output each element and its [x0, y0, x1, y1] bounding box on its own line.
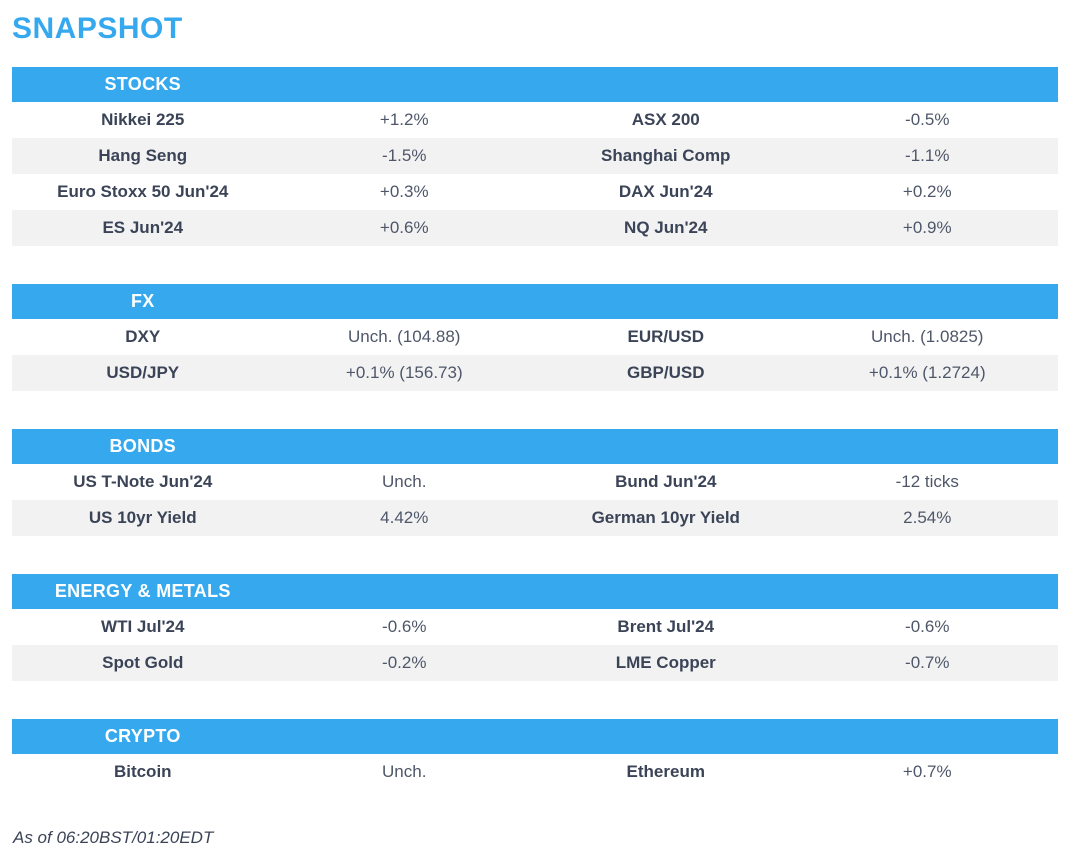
market-section: STOCKS Nikkei 225 +1.2% ASX 200 -0.5% Hang Se…: [12, 67, 1058, 246]
instrument-value: +0.9%: [902, 218, 952, 237]
instrument-value: Unch. (1.0825): [871, 327, 984, 346]
instrument-label: NQ Jun'24: [624, 218, 708, 237]
section-rows: US T-Note Jun'24 Unch. Bund Jun'24 -12 tick…: [12, 464, 1058, 536]
table-row: Nikkei 225 +1.2% ASX 200 -0.5%: [12, 102, 1058, 138]
instrument-label: Euro Stoxx 50 Jun'24: [57, 182, 229, 201]
instrument-label: WTI Jul'24: [101, 617, 185, 636]
section-rows: Nikkei 225 +1.2% ASX 200 -0.5% Hang Seng -1.5…: [12, 102, 1058, 246]
instrument-value: +0.1% (1.2724): [868, 363, 986, 382]
section-header-label: ENERGY & METALS: [54, 581, 231, 601]
instrument-label: Ethereum: [626, 762, 705, 781]
instrument-value: +0.3%: [379, 182, 429, 201]
instrument-value: Unch.: [382, 472, 427, 491]
table-row: US 10yr Yield 4.42% German 10yr Yield 2.54%: [12, 500, 1058, 536]
section-header-bar: CRYPTO: [12, 719, 1058, 754]
instrument-value: 4.42%: [380, 508, 429, 527]
market-section: CRYPTO Bitcoin Unch. Ethereum +0.7%: [12, 719, 1058, 790]
section-header-label: BONDS: [109, 436, 176, 456]
instrument-label: Bitcoin: [113, 762, 172, 781]
table-row: USD/JPY +0.1% (156.73) GBP/USD +0.1% (1.272…: [12, 355, 1058, 391]
instrument-label: EUR/USD: [627, 327, 704, 346]
instrument-label: GBP/USD: [627, 363, 705, 382]
market-section: FX DXY Unch. (104.88) EUR/USD Unch. (1.0825)…: [12, 284, 1058, 391]
instrument-label: Hang Seng: [98, 146, 188, 165]
timestamp: As of 06:20BST/01:20EDT: [13, 828, 214, 847]
section-header-bar: ENERGY & METALS: [12, 574, 1058, 609]
market-section: ENERGY & METALS WTI Jul'24 -0.6% Brent Jul'…: [12, 574, 1058, 681]
section-rows: Bitcoin Unch. Ethereum +0.7%: [12, 754, 1058, 790]
instrument-label: LME Copper: [615, 653, 716, 672]
instrument-value: -12 ticks: [895, 472, 959, 491]
instrument-value: Unch. (104.88): [348, 327, 461, 346]
market-tables: STOCKS Nikkei 225 +1.2% ASX 200 -0.5% Hang Se…: [12, 67, 1058, 790]
instrument-value: +0.1% (156.73): [345, 363, 463, 382]
instrument-value: -1.5%: [382, 146, 427, 165]
instrument-label: Nikkei 225: [101, 110, 185, 129]
instrument-value: +1.2%: [379, 110, 429, 129]
instrument-value: -0.7%: [905, 653, 950, 672]
table-row: ES Jun'24 +0.6% NQ Jun'24 +0.9%: [12, 210, 1058, 246]
instrument-label: Brent Jul'24: [617, 617, 715, 636]
section-rows: WTI Jul'24 -0.6% Brent Jul'24 -0.6% Spot Gol…: [12, 609, 1058, 681]
instrument-label: Spot Gold: [102, 653, 184, 672]
instrument-label: German 10yr Yield: [591, 508, 740, 527]
instrument-label: ES Jun'24: [102, 218, 184, 237]
section-header-label: CRYPTO: [104, 726, 181, 746]
section-header-label: FX: [130, 291, 155, 311]
instrument-label: ASX 200: [631, 110, 700, 129]
instrument-value: -1.1%: [905, 146, 950, 165]
instrument-value: -0.6%: [382, 617, 427, 636]
instrument-value: -0.5%: [905, 110, 950, 129]
instrument-label: DAX Jun'24: [618, 182, 713, 201]
section-header-bar: BONDS: [12, 429, 1058, 464]
instrument-label: Shanghai Comp: [601, 146, 731, 165]
instrument-value: Unch.: [382, 762, 427, 781]
instrument-value: -0.2%: [382, 653, 427, 672]
table-row: Euro Stoxx 50 Jun'24 +0.3% DAX Jun'24 +0.2%: [12, 174, 1058, 210]
table-row: US T-Note Jun'24 Unch. Bund Jun'24 -12 tick…: [12, 464, 1058, 500]
table-row: Spot Gold -0.2% LME Copper -0.7%: [12, 645, 1058, 681]
instrument-value: +0.7%: [902, 762, 952, 781]
section-rows: DXY Unch. (104.88) EUR/USD Unch. (1.0825) US…: [12, 319, 1058, 391]
instrument-label: US 10yr Yield: [88, 508, 197, 527]
instrument-value: +0.6%: [379, 218, 429, 237]
instrument-value: +0.2%: [902, 182, 952, 201]
section-header-bar: FX: [12, 284, 1058, 319]
instrument-value: -0.6%: [905, 617, 950, 636]
table-row: Hang Seng -1.5% Shanghai Comp -1.1%: [12, 138, 1058, 174]
instrument-value: 2.54%: [903, 508, 952, 527]
market-section: BONDS US T-Note Jun'24 Unch. Bund Jun'24 -12…: [12, 429, 1058, 536]
table-row: DXY Unch. (104.88) EUR/USD Unch. (1.0825): [12, 319, 1058, 355]
table-row: WTI Jul'24 -0.6% Brent Jul'24 -0.6%: [12, 609, 1058, 645]
table-row: Bitcoin Unch. Ethereum +0.7%: [12, 754, 1058, 790]
section-header-label: STOCKS: [104, 74, 181, 94]
section-header-bar: STOCKS: [12, 67, 1058, 102]
instrument-label: USD/JPY: [106, 363, 180, 382]
instrument-label: US T-Note Jun'24: [73, 472, 213, 491]
instrument-label: DXY: [125, 327, 161, 346]
page-title: SNAPSHOT: [12, 12, 183, 45]
instrument-label: Bund Jun'24: [615, 472, 717, 491]
